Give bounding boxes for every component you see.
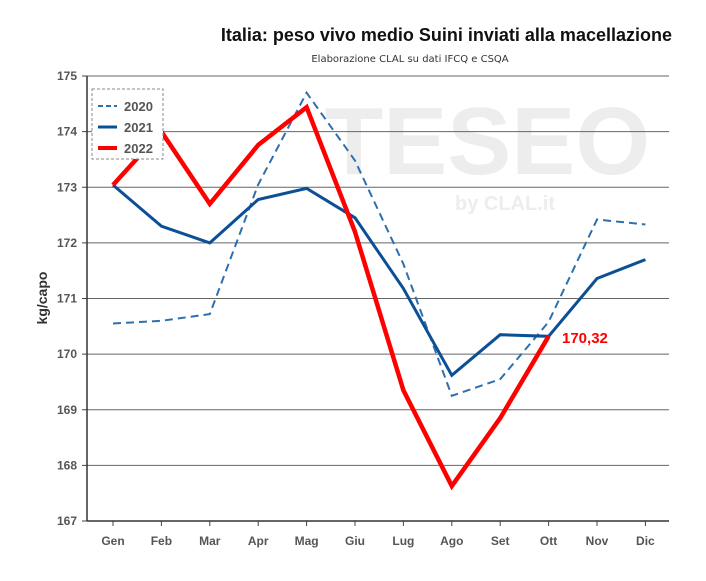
y-axis-ticks: 167 168 169 170 171 172 173 174 175 [57,69,87,528]
y-tick-label: 170 [57,347,77,361]
x-tick-label: Ott [540,534,557,548]
x-tick-label: Feb [151,534,172,548]
x-tick-label: Nov [586,534,609,548]
legend-label-2020: 2020 [124,99,153,114]
axes [86,76,669,522]
y-tick-label: 171 [57,292,77,306]
y-tick-label: 168 [57,458,77,472]
series-lines [111,90,646,491]
chart-title: Italia: peso vivo medio Suini inviati al… [221,25,672,45]
watermark: TESEO by CLAL.it [325,88,650,215]
x-tick-label: Ago [440,534,463,548]
x-tick-label: Giu [345,534,365,548]
legend-label-2021: 2021 [124,120,153,135]
x-tick-label: Set [491,534,510,548]
watermark-main: TESEO [325,88,650,195]
y-tick-label: 172 [57,236,77,250]
legend: 2020 2021 2022 [91,88,164,160]
y-axis-label: kg/capo [34,272,50,325]
x-tick-label: Mar [199,534,221,548]
watermark-sub: by CLAL.it [455,193,555,215]
x-tick-label: Dic [636,534,655,548]
y-tick-label: 174 [57,125,77,139]
x-tick-label: Lug [392,534,414,548]
y-tick-label: 175 [57,69,77,83]
y-tick-label: 167 [57,514,77,528]
series-2021-line [112,183,646,378]
x-axis-ticks: Gen Feb Mar Apr Mag Giu Lug Ago Set Ott Nov Dic [101,521,655,548]
x-tick-label: Gen [101,534,124,548]
y-tick-label: 173 [57,180,77,194]
x-tick-label: Apr [248,534,269,548]
legend-box [91,88,164,160]
chart-subtitle: Elaborazione CLAL su dati IFCQ e CSQA [311,54,508,65]
x-tick-label: Mag [295,534,319,548]
legend-label-2022: 2022 [124,141,153,156]
y-tick-label: 169 [57,403,77,417]
gridlines [87,75,669,466]
series-2020-line [112,90,646,398]
series-2022-line [111,103,551,491]
last-value-annotation: 170,32 [562,330,608,347]
